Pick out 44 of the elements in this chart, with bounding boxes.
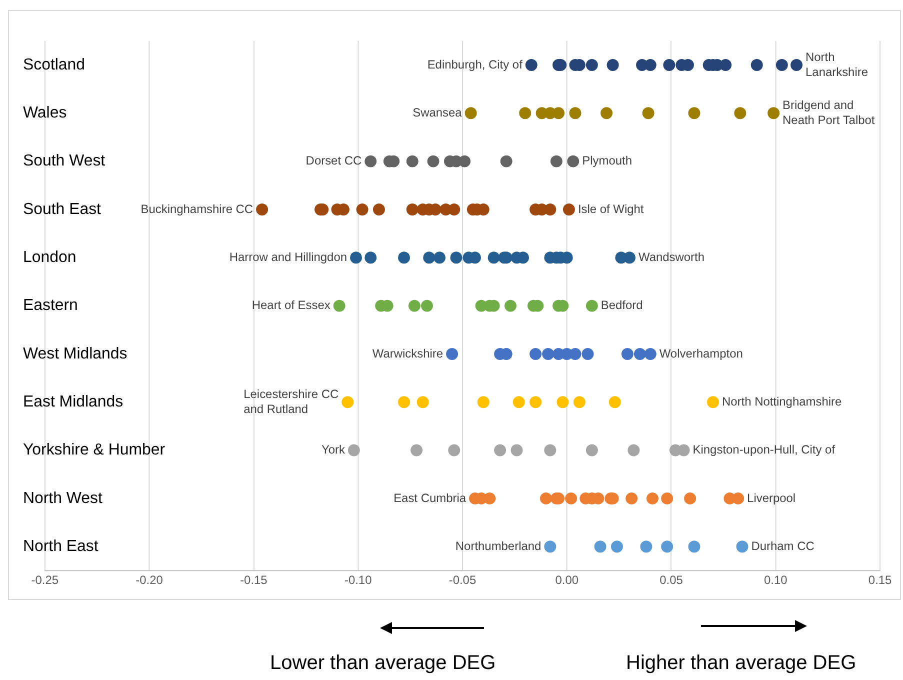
annotation: Northumberland — [455, 538, 542, 553]
annotation: Dorset CC — [306, 154, 362, 168]
annotation: Bedford — [600, 298, 643, 312]
annotation: Wolverhampton — [659, 346, 743, 360]
annotation: Wandsworth — [638, 250, 705, 264]
x-tick-label: -0.05 — [448, 573, 476, 588]
y-tick-label: London — [22, 249, 76, 266]
x-tick-label: -0.10 — [344, 573, 372, 588]
y-tick-label: North East — [22, 538, 99, 556]
y-tick-label: Yorkshire & Humber — [22, 442, 166, 459]
annotation: North Nottinghamshire — [722, 394, 842, 408]
x-tick-label: 0.05 — [660, 573, 684, 588]
annotation: York — [321, 442, 345, 457]
annotation: Edinburgh, City of — [427, 57, 524, 72]
x-tick-label: -0.20 — [136, 573, 164, 588]
annotation: Leicestershire CC and Rutland — [244, 386, 340, 416]
x-tick-label: 0.00 — [555, 573, 579, 588]
annotation: East Cumbria — [394, 490, 466, 505]
y-tick-label: North West — [22, 490, 103, 507]
y-tick-label: South East — [22, 200, 102, 218]
text: Higher than average DEG — [626, 652, 856, 675]
annotation: Isle of Wight — [578, 202, 644, 216]
x-tick-label: 0.10 — [764, 573, 788, 588]
x-tick-label: -0.25 — [31, 573, 59, 588]
annotation: Harrow and Hillingdon — [229, 250, 348, 264]
annotation: Plymouth — [582, 154, 632, 168]
x-tick-label: 0.15 — [868, 573, 892, 588]
y-tick-label: Wales — [22, 104, 67, 122]
annotation: Warwickshire — [372, 346, 444, 360]
annotation: North Lanarkshire — [806, 50, 868, 79]
y-tick-label: West Midlands — [22, 345, 128, 362]
y-tick-label: East Midlands — [22, 394, 124, 411]
annotation: Durham CC — [751, 538, 815, 553]
y-tick-label: Scotland — [22, 56, 86, 74]
annotation: Swansea — [412, 105, 462, 120]
annotation: Heart of Essex — [252, 298, 330, 312]
y-tick-label: Eastern — [22, 297, 78, 314]
x-tick-label: -0.15 — [240, 573, 268, 588]
annotation: Liverpool — [747, 490, 796, 505]
y-tick-label: South West — [22, 152, 106, 170]
annotation: Bridgend and Neath Port Talbot — [782, 98, 876, 127]
annotation: Kingston-upon-Hull, City of — [692, 442, 836, 457]
annotation: Buckinghamshire CC — [140, 202, 254, 216]
text: Lower than average DEG — [270, 652, 496, 675]
